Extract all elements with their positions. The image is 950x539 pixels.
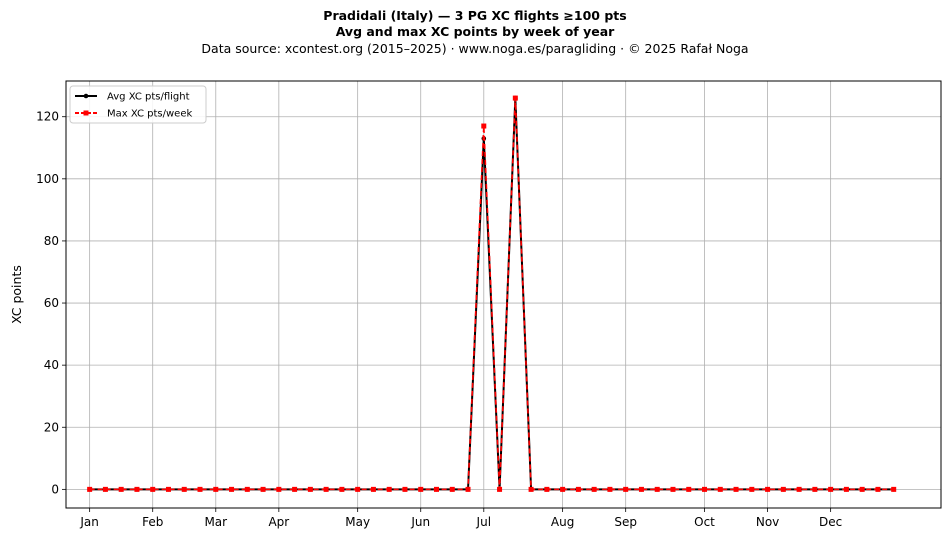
max-point: [828, 486, 834, 492]
x-tick-label-may: May: [345, 515, 370, 529]
max-point: [260, 486, 266, 492]
x-tick-label-sep: Sep: [614, 515, 637, 529]
x-tick-label-aug: Aug: [551, 515, 574, 529]
max-point: [307, 486, 313, 492]
max-point: [859, 486, 865, 492]
x-tick-label-jan: Jan: [79, 515, 99, 529]
max-point: [323, 486, 329, 492]
max-point: [638, 486, 644, 492]
x-tick-label-apr: Apr: [268, 515, 289, 529]
max-point: [702, 486, 708, 492]
max-point: [433, 486, 439, 492]
y-tick-label: 60: [44, 296, 59, 310]
x-tick-label-dec: Dec: [819, 515, 842, 529]
max-point: [670, 486, 676, 492]
max-point: [560, 486, 566, 492]
x-tick-label-mar: Mar: [204, 515, 227, 529]
y-tick-label: 40: [44, 358, 59, 372]
y-tick-label: 20: [44, 420, 59, 434]
max-point: [150, 486, 156, 492]
max-point: [418, 486, 424, 492]
max-point: [386, 486, 392, 492]
chart-subtitle: Avg and max XC points by week of year: [335, 24, 615, 39]
y-axis-label: XC points: [9, 265, 24, 324]
series-line-avg: [89, 97, 894, 491]
max-point: [134, 486, 140, 492]
max-point: [654, 486, 660, 492]
max-point: [292, 486, 298, 492]
max-point: [749, 486, 755, 492]
max-point: [87, 486, 93, 492]
max-point: [875, 486, 881, 492]
max-point: [717, 486, 723, 492]
max-point: [481, 123, 487, 129]
max-point: [197, 486, 203, 492]
x-axis: Jan Feb Mar Apr May Jun Jul Aug Sep Oct Nov Dec: [79, 508, 842, 529]
max-point: [370, 486, 376, 492]
max-point: [118, 486, 124, 492]
legend-marker-max: [83, 110, 89, 116]
max-point: [575, 486, 581, 492]
y-tick-label: 100: [36, 172, 59, 186]
legend-box: [69, 85, 207, 124]
max-point: [244, 486, 250, 492]
max-point: [591, 486, 597, 492]
max-point: [544, 486, 550, 492]
x-tick-label-jul: Jul: [476, 515, 491, 529]
max-point: [339, 486, 345, 492]
x-tick-label-feb: Feb: [142, 515, 163, 529]
max-point: [780, 486, 786, 492]
max-point: [607, 486, 613, 492]
chart-source: Data source: xcontest.org (2015–2025) · …: [201, 41, 749, 56]
legend-label-max: Max XC pts/week: [107, 109, 192, 120]
max-point: [733, 486, 739, 492]
max-point: [165, 486, 171, 492]
y-tick-label: 80: [44, 234, 59, 248]
max-point: [497, 486, 503, 492]
x-tick-label-jun: Jun: [410, 515, 430, 529]
chart-title-block: Pradidali (Italy) — 3 PG XC flights ≥100…: [0, 8, 950, 57]
chart-title: Pradidali (Italy) — 3 PG XC flights ≥100…: [323, 8, 627, 23]
max-point: [449, 486, 455, 492]
max-point: [276, 486, 282, 492]
legend-label-avg: Avg XC pts/flight: [107, 92, 190, 103]
series-layer: [87, 95, 897, 492]
y-axis: 0 20 40 60 80 100 120: [36, 110, 66, 496]
legend: Avg XC pts/flight Max XC pts/week: [69, 85, 207, 124]
x-tick-label-oct: Oct: [694, 515, 715, 529]
max-point: [623, 486, 629, 492]
max-point: [512, 95, 518, 101]
series-line-max: [89, 97, 894, 491]
max-point: [181, 486, 187, 492]
y-tick-label: 0: [51, 482, 59, 496]
grid-lines: [66, 81, 941, 508]
max-point: [102, 486, 108, 492]
max-point: [402, 486, 408, 492]
max-point: [765, 486, 771, 492]
max-point: [843, 486, 849, 492]
max-point: [891, 486, 897, 492]
legend-marker-avg: [83, 93, 89, 99]
y-tick-label: 120: [36, 110, 59, 124]
max-point: [465, 486, 471, 492]
x-tick-label-nov: Nov: [756, 515, 779, 529]
plot-frame: [65, 80, 942, 509]
max-point: [229, 486, 235, 492]
max-point: [812, 486, 818, 492]
max-point: [686, 486, 692, 492]
max-point: [528, 486, 534, 492]
max-point: [213, 486, 219, 492]
max-point: [355, 486, 361, 492]
max-point: [796, 486, 802, 492]
